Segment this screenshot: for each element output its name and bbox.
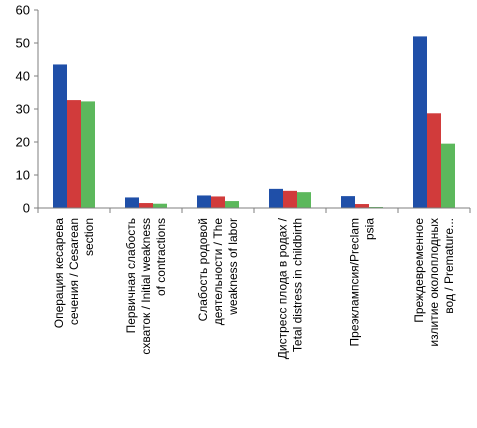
x-tick-label: сечения / Cesarean <box>67 218 81 325</box>
y-tick-label: 10 <box>16 168 30 183</box>
bar-s2-c6 <box>427 113 441 208</box>
bar-s3-c4 <box>297 192 311 208</box>
x-tick-label-group: Преэклампсия/Preclam psia <box>348 218 377 347</box>
x-axis: Операция кесарева сечения / Cesarean secti… <box>37 207 471 359</box>
x-tick-label: схваток / Initial weakness <box>139 218 153 355</box>
bars <box>53 36 455 209</box>
x-tick-label-group: Преждевременное излитие околоплодных вод /… <box>412 218 456 347</box>
bar-s3-c1 <box>81 101 95 208</box>
x-tick-label: деятельности / The <box>211 218 225 326</box>
bar-s1-c3 <box>197 195 211 208</box>
y-tick-label: 0 <box>23 201 30 216</box>
x-tick-label: Слабость родовой <box>196 218 210 321</box>
bar-s3-c6 <box>441 143 455 208</box>
bar-s3-c3 <box>225 201 239 208</box>
x-tick-label: Первичная слабость <box>124 218 138 333</box>
y-tick-label: 50 <box>16 36 30 51</box>
x-tick-label: Операция кесарева <box>52 218 66 329</box>
x-tick-label: Tetal distress in childbirth <box>291 218 305 352</box>
y-tick-label: 40 <box>16 69 30 84</box>
x-tick-label-group: Операция кесарева сечения / Cesarean secti… <box>52 218 96 329</box>
y-tick-label: 20 <box>16 135 30 150</box>
bar-s1-c4 <box>269 188 283 208</box>
bar-s2-c1 <box>67 100 81 208</box>
bar-s2-c2 <box>139 203 153 208</box>
bar-s1-c5 <box>341 196 355 208</box>
x-tick-label: psia <box>363 218 377 240</box>
bar-s2-c4 <box>283 190 297 208</box>
y-tick-label: 30 <box>16 102 30 117</box>
bar-s1-c2 <box>125 197 139 208</box>
bar-s2-c5 <box>355 204 369 208</box>
x-tick-label: weakness of labor <box>226 218 240 316</box>
bar-s2-c3 <box>211 196 225 208</box>
bar-s3-c2 <box>153 203 167 208</box>
y-axis: 0 10 20 30 40 50 60 <box>16 3 39 216</box>
x-tick-label: излитие околоплодных <box>427 218 441 347</box>
x-tick-label: Дистресс плода в родах / <box>276 217 290 359</box>
x-tick-label: of contractions <box>154 218 168 296</box>
x-tick-label: вод / Premature... <box>442 218 456 314</box>
x-tick-label-group: Слабость родовой деятельности / The weakne… <box>196 218 240 326</box>
x-tick-label: section <box>82 218 96 256</box>
x-tick-label-group: Дистресс плода в родах / Tetal distress i… <box>276 217 305 359</box>
y-tick-label: 60 <box>16 3 30 18</box>
x-tick-label: Преэклампсия/Preclam <box>348 218 362 346</box>
bar-s1-c1 <box>53 64 67 208</box>
x-tick-label: Преждевременное <box>412 218 426 323</box>
x-tick-label-group: Первичная слабость схваток / Initial weak… <box>124 218 168 355</box>
bar-s1-c6 <box>413 36 427 209</box>
